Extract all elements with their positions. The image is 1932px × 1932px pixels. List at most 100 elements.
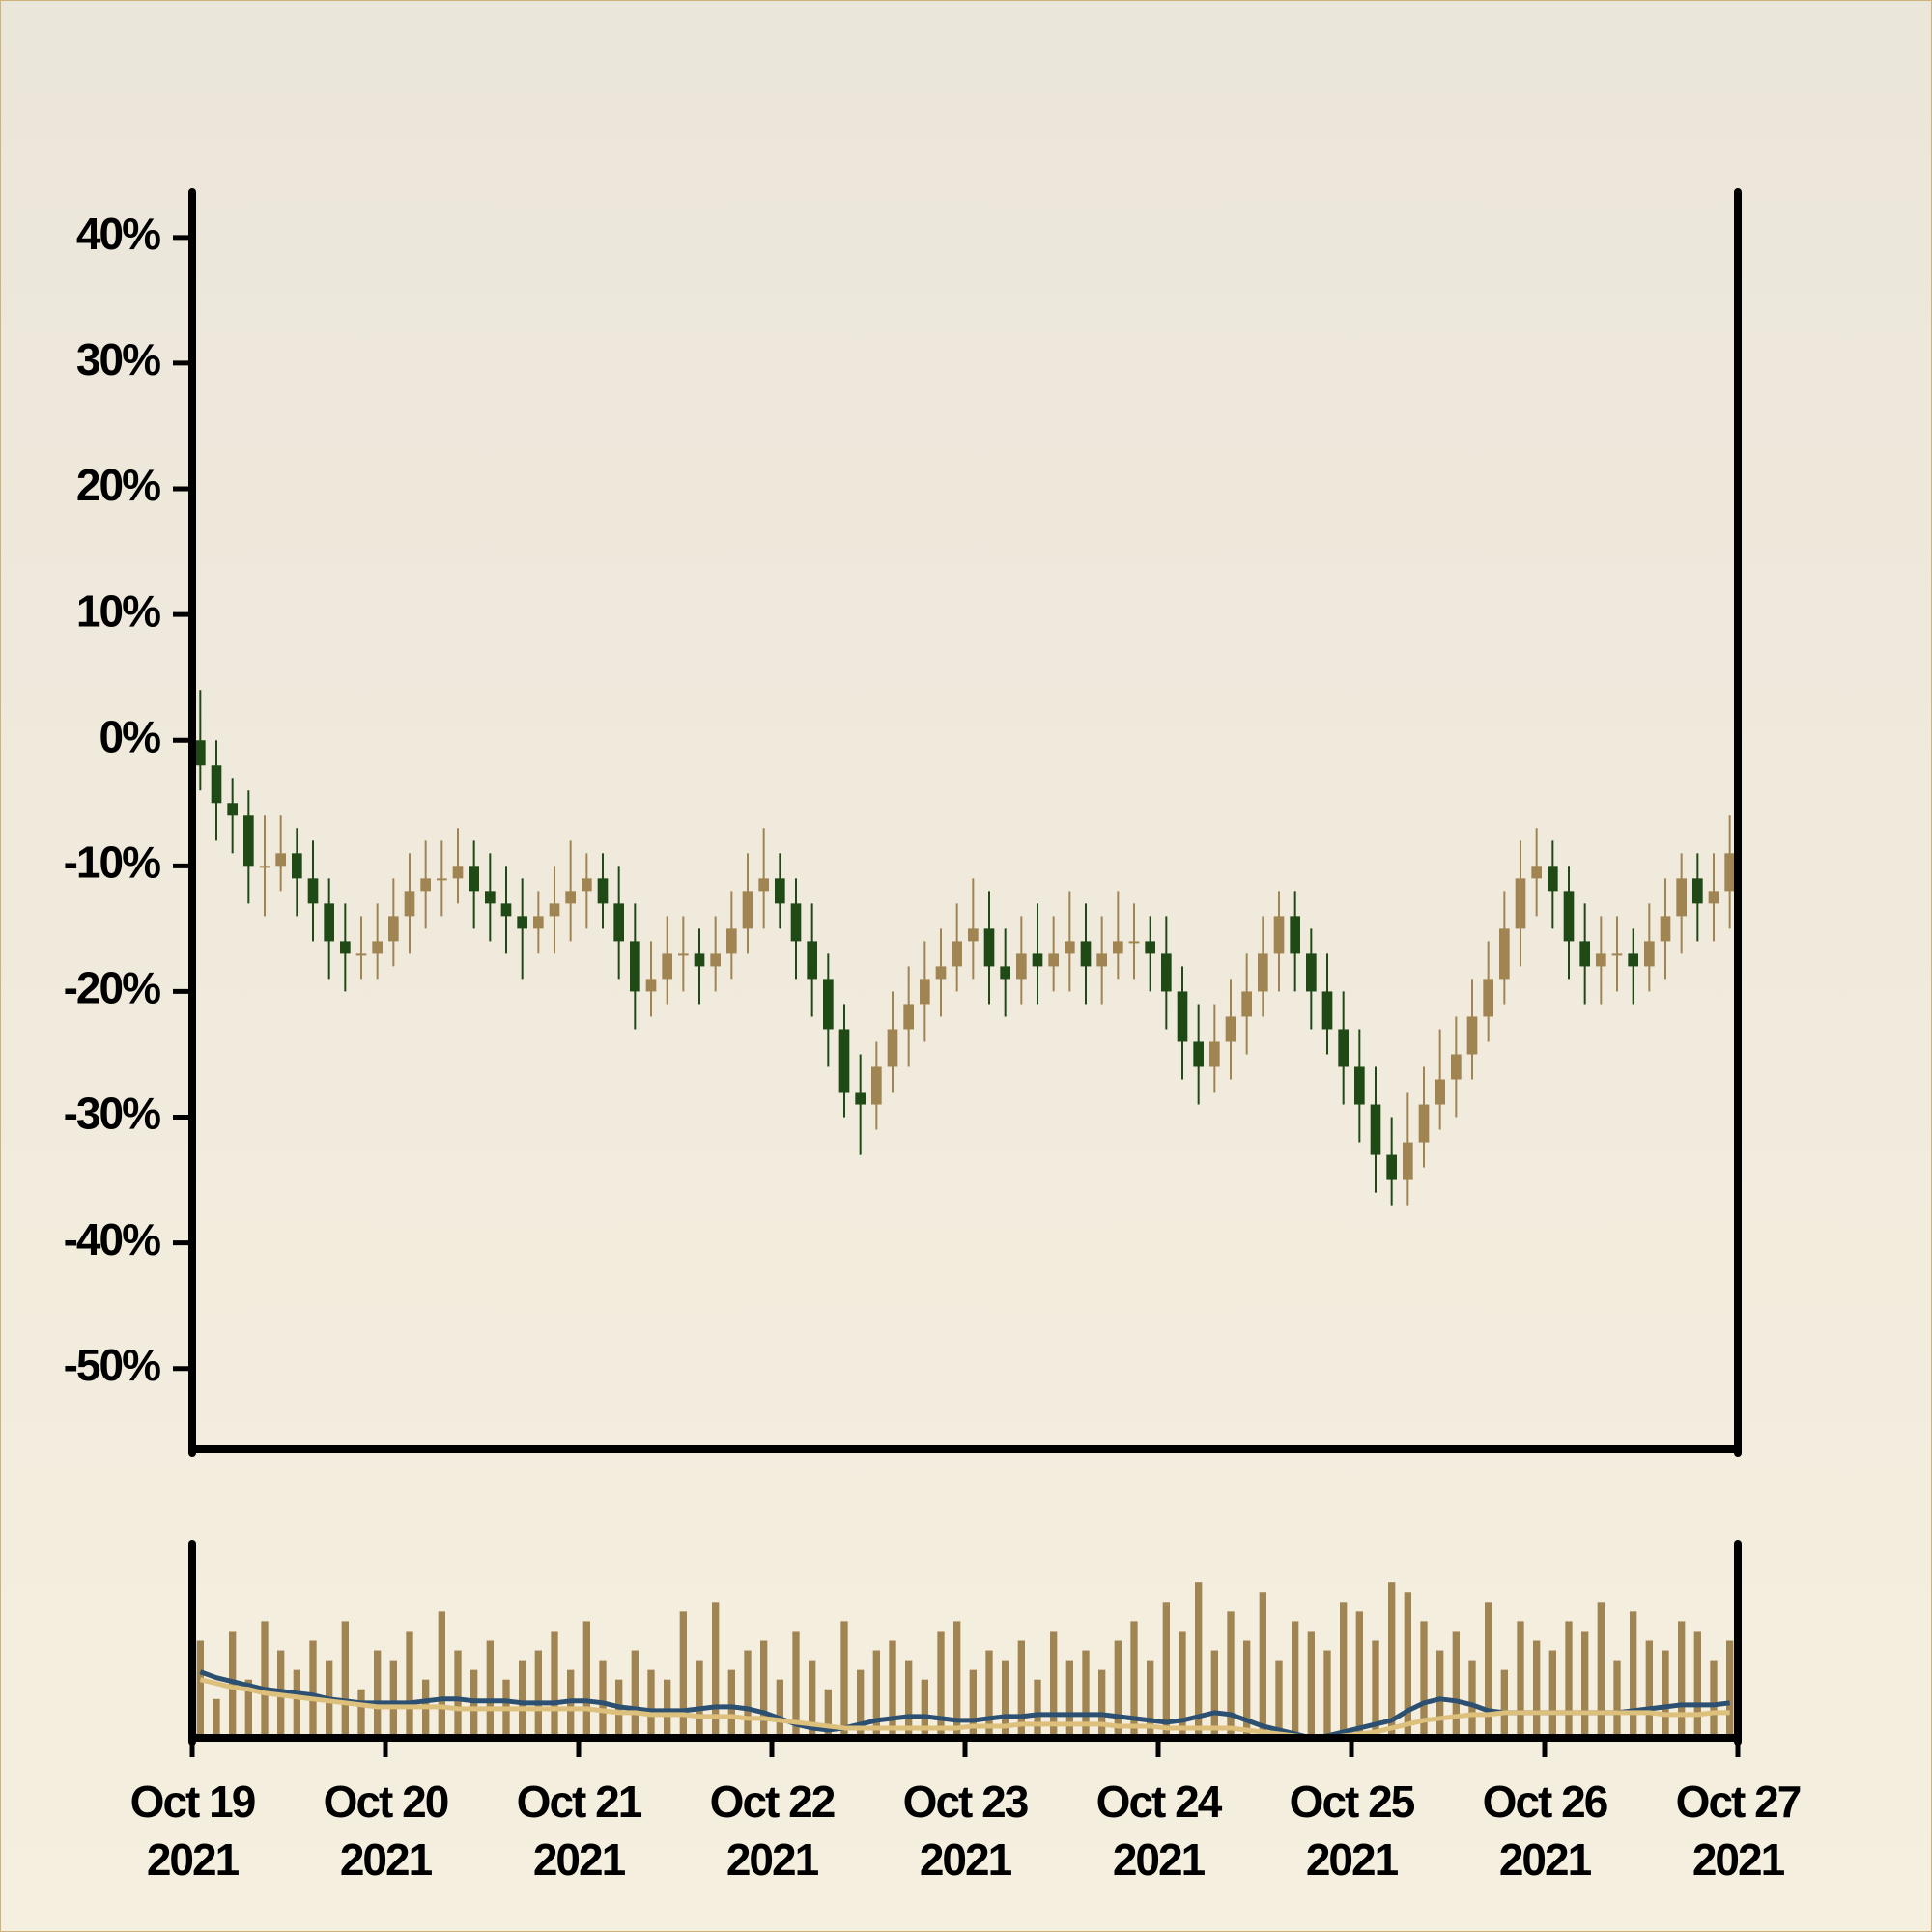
candle-body (420, 878, 431, 892)
candle-body (1515, 878, 1526, 929)
volume-bar (1468, 1660, 1476, 1738)
volume-bar (599, 1660, 607, 1738)
candle-body (292, 853, 302, 879)
volume-bar (1533, 1640, 1541, 1738)
volume-bar (776, 1679, 783, 1738)
candle-body (1338, 1029, 1349, 1067)
candle-body (243, 815, 254, 867)
candle-body (613, 903, 624, 942)
volume-bar (1130, 1621, 1138, 1738)
candle-body (1708, 891, 1719, 904)
y-tick-label: 10% (76, 585, 160, 636)
candle-body (1241, 991, 1252, 1017)
candle-body (1724, 853, 1735, 892)
volume-bar (486, 1640, 494, 1738)
volume-bar (905, 1660, 913, 1738)
candle-body (887, 1029, 898, 1067)
candle-body (388, 916, 399, 942)
candle-body (1273, 916, 1285, 954)
volume-bar (921, 1679, 928, 1738)
candle-body (935, 966, 947, 980)
volume-bar (1565, 1621, 1573, 1738)
volume-bar (1372, 1640, 1379, 1738)
candle-body (1000, 966, 1010, 980)
candle-body (1177, 991, 1188, 1042)
candle-body (838, 1029, 850, 1093)
candle-body (469, 866, 479, 892)
candle-body (775, 878, 785, 904)
candle-body (1435, 1079, 1445, 1105)
candle-body (195, 740, 206, 766)
volume-bar (1693, 1631, 1701, 1738)
candle-body (1579, 941, 1590, 967)
candle-body (372, 941, 383, 954)
candle-body (1644, 941, 1655, 967)
candle-body (1016, 953, 1027, 980)
volume-bar (470, 1669, 478, 1738)
volume-bar (1517, 1621, 1524, 1738)
volume-bar (454, 1650, 462, 1738)
y-tick-label: 40% (76, 209, 160, 259)
y-tick-label: 0% (99, 711, 161, 761)
candle-body (1145, 941, 1155, 954)
volume-bar (1243, 1640, 1251, 1738)
volume-bar (1613, 1660, 1621, 1738)
volume-bar (1630, 1611, 1637, 1738)
volume-bar (1114, 1640, 1122, 1738)
candle-body (1290, 916, 1300, 954)
volume-bar (937, 1631, 945, 1738)
volume-bar (1645, 1640, 1653, 1738)
moving-average-line (199, 1677, 1730, 1741)
candle-body (1128, 941, 1140, 944)
volume-bar (341, 1621, 349, 1738)
candle-body (307, 878, 319, 904)
volume-bar (551, 1631, 558, 1738)
volume-bar (1275, 1660, 1283, 1738)
candle-body (1321, 991, 1333, 1030)
volume-bar (969, 1669, 977, 1738)
volume-bar (1017, 1640, 1025, 1738)
candle-body (1692, 878, 1703, 904)
candle-body (500, 903, 512, 917)
volume-bar (1420, 1621, 1428, 1738)
volume-bar (840, 1621, 848, 1738)
volume-bar (1500, 1669, 1508, 1738)
candle-body (517, 916, 527, 929)
x-tick-label: Oct 20 2021 (323, 1776, 450, 1885)
volume-bar (406, 1631, 413, 1738)
candle-body (485, 891, 496, 904)
candle-body (211, 765, 222, 804)
volume-bar (1581, 1631, 1589, 1738)
candle-body (1418, 1104, 1430, 1143)
volume-bar (213, 1698, 220, 1738)
volume-bar (1485, 1602, 1492, 1738)
candle-body (871, 1066, 882, 1105)
candle-body (452, 866, 464, 879)
candle-body (340, 941, 351, 954)
x-tick-label: Oct 24 2021 (1095, 1776, 1223, 1885)
volume-bar (760, 1640, 768, 1738)
candle-body (1548, 866, 1558, 892)
y-tick-label: 20% (76, 460, 160, 510)
candle-body (726, 928, 737, 954)
candle-body (1676, 878, 1687, 917)
x-tick-label: Oct 25 2021 (1289, 1776, 1416, 1885)
volume-bar (357, 1689, 365, 1738)
candle-body (1499, 928, 1510, 980)
candle-body (694, 953, 705, 967)
candle-body (758, 878, 769, 892)
candle-body (1596, 953, 1606, 967)
volume-bar (985, 1650, 993, 1738)
volume-bar (953, 1621, 961, 1738)
x-tick-label: Oct 19 2021 (129, 1776, 257, 1885)
volume-bar (1662, 1650, 1669, 1738)
candle-body (1193, 1041, 1204, 1067)
volume-bar (1452, 1631, 1460, 1738)
candle-body (1096, 953, 1107, 967)
candle-body (1032, 953, 1043, 967)
candle-body (1628, 953, 1638, 967)
candle-body (227, 803, 238, 816)
candle-body (1531, 866, 1542, 879)
